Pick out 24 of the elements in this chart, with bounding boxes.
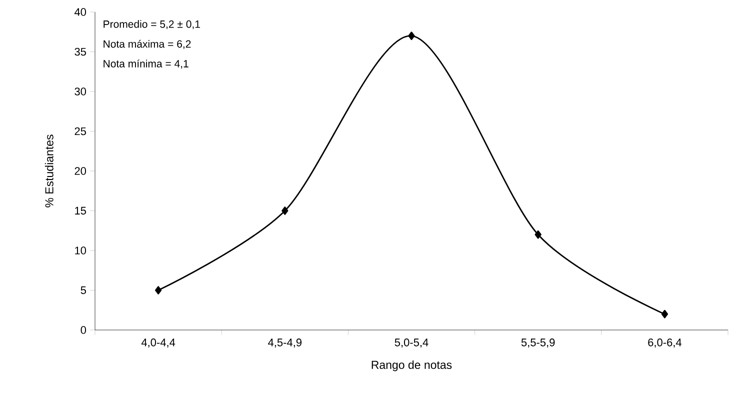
- y-tick-label: 0: [80, 326, 86, 334]
- point: [661, 310, 668, 318]
- x-tick-label: 5,0-5,4: [394, 338, 428, 348]
- annotation: Nota máxima = 6,2: [104, 40, 191, 49]
- x-tick-label: 4,0-4,4: [141, 338, 176, 348]
- y-tick-label: 20: [74, 167, 86, 175]
- y-tick-label: 30: [74, 88, 86, 96]
- y-axis-title: % Estudiantes: [44, 134, 54, 208]
- x-tick-label: 5,5-5,9: [521, 338, 555, 348]
- y-tick-label: 40: [74, 8, 86, 16]
- y-tick-label: 25: [74, 127, 86, 136]
- y-tick-label: 10: [75, 246, 86, 254]
- y-tick-label: 5: [80, 286, 86, 294]
- annotation: Promedio = 5,2 ± 0,1: [104, 20, 200, 30]
- point: [534, 230, 542, 239]
- y-tick-label: 15: [75, 206, 86, 215]
- point: [154, 286, 162, 294]
- x-tick-label: 4,5-4,9: [268, 338, 302, 348]
- point: [408, 32, 415, 40]
- annotation: Nota mínima = 4,1: [104, 60, 188, 69]
- x-tick-label: 6,0-6,4: [648, 338, 682, 348]
- point: [282, 206, 288, 215]
- y-tick-label: 35: [74, 48, 86, 56]
- x-axis-title: Rango de notas: [372, 360, 452, 372]
